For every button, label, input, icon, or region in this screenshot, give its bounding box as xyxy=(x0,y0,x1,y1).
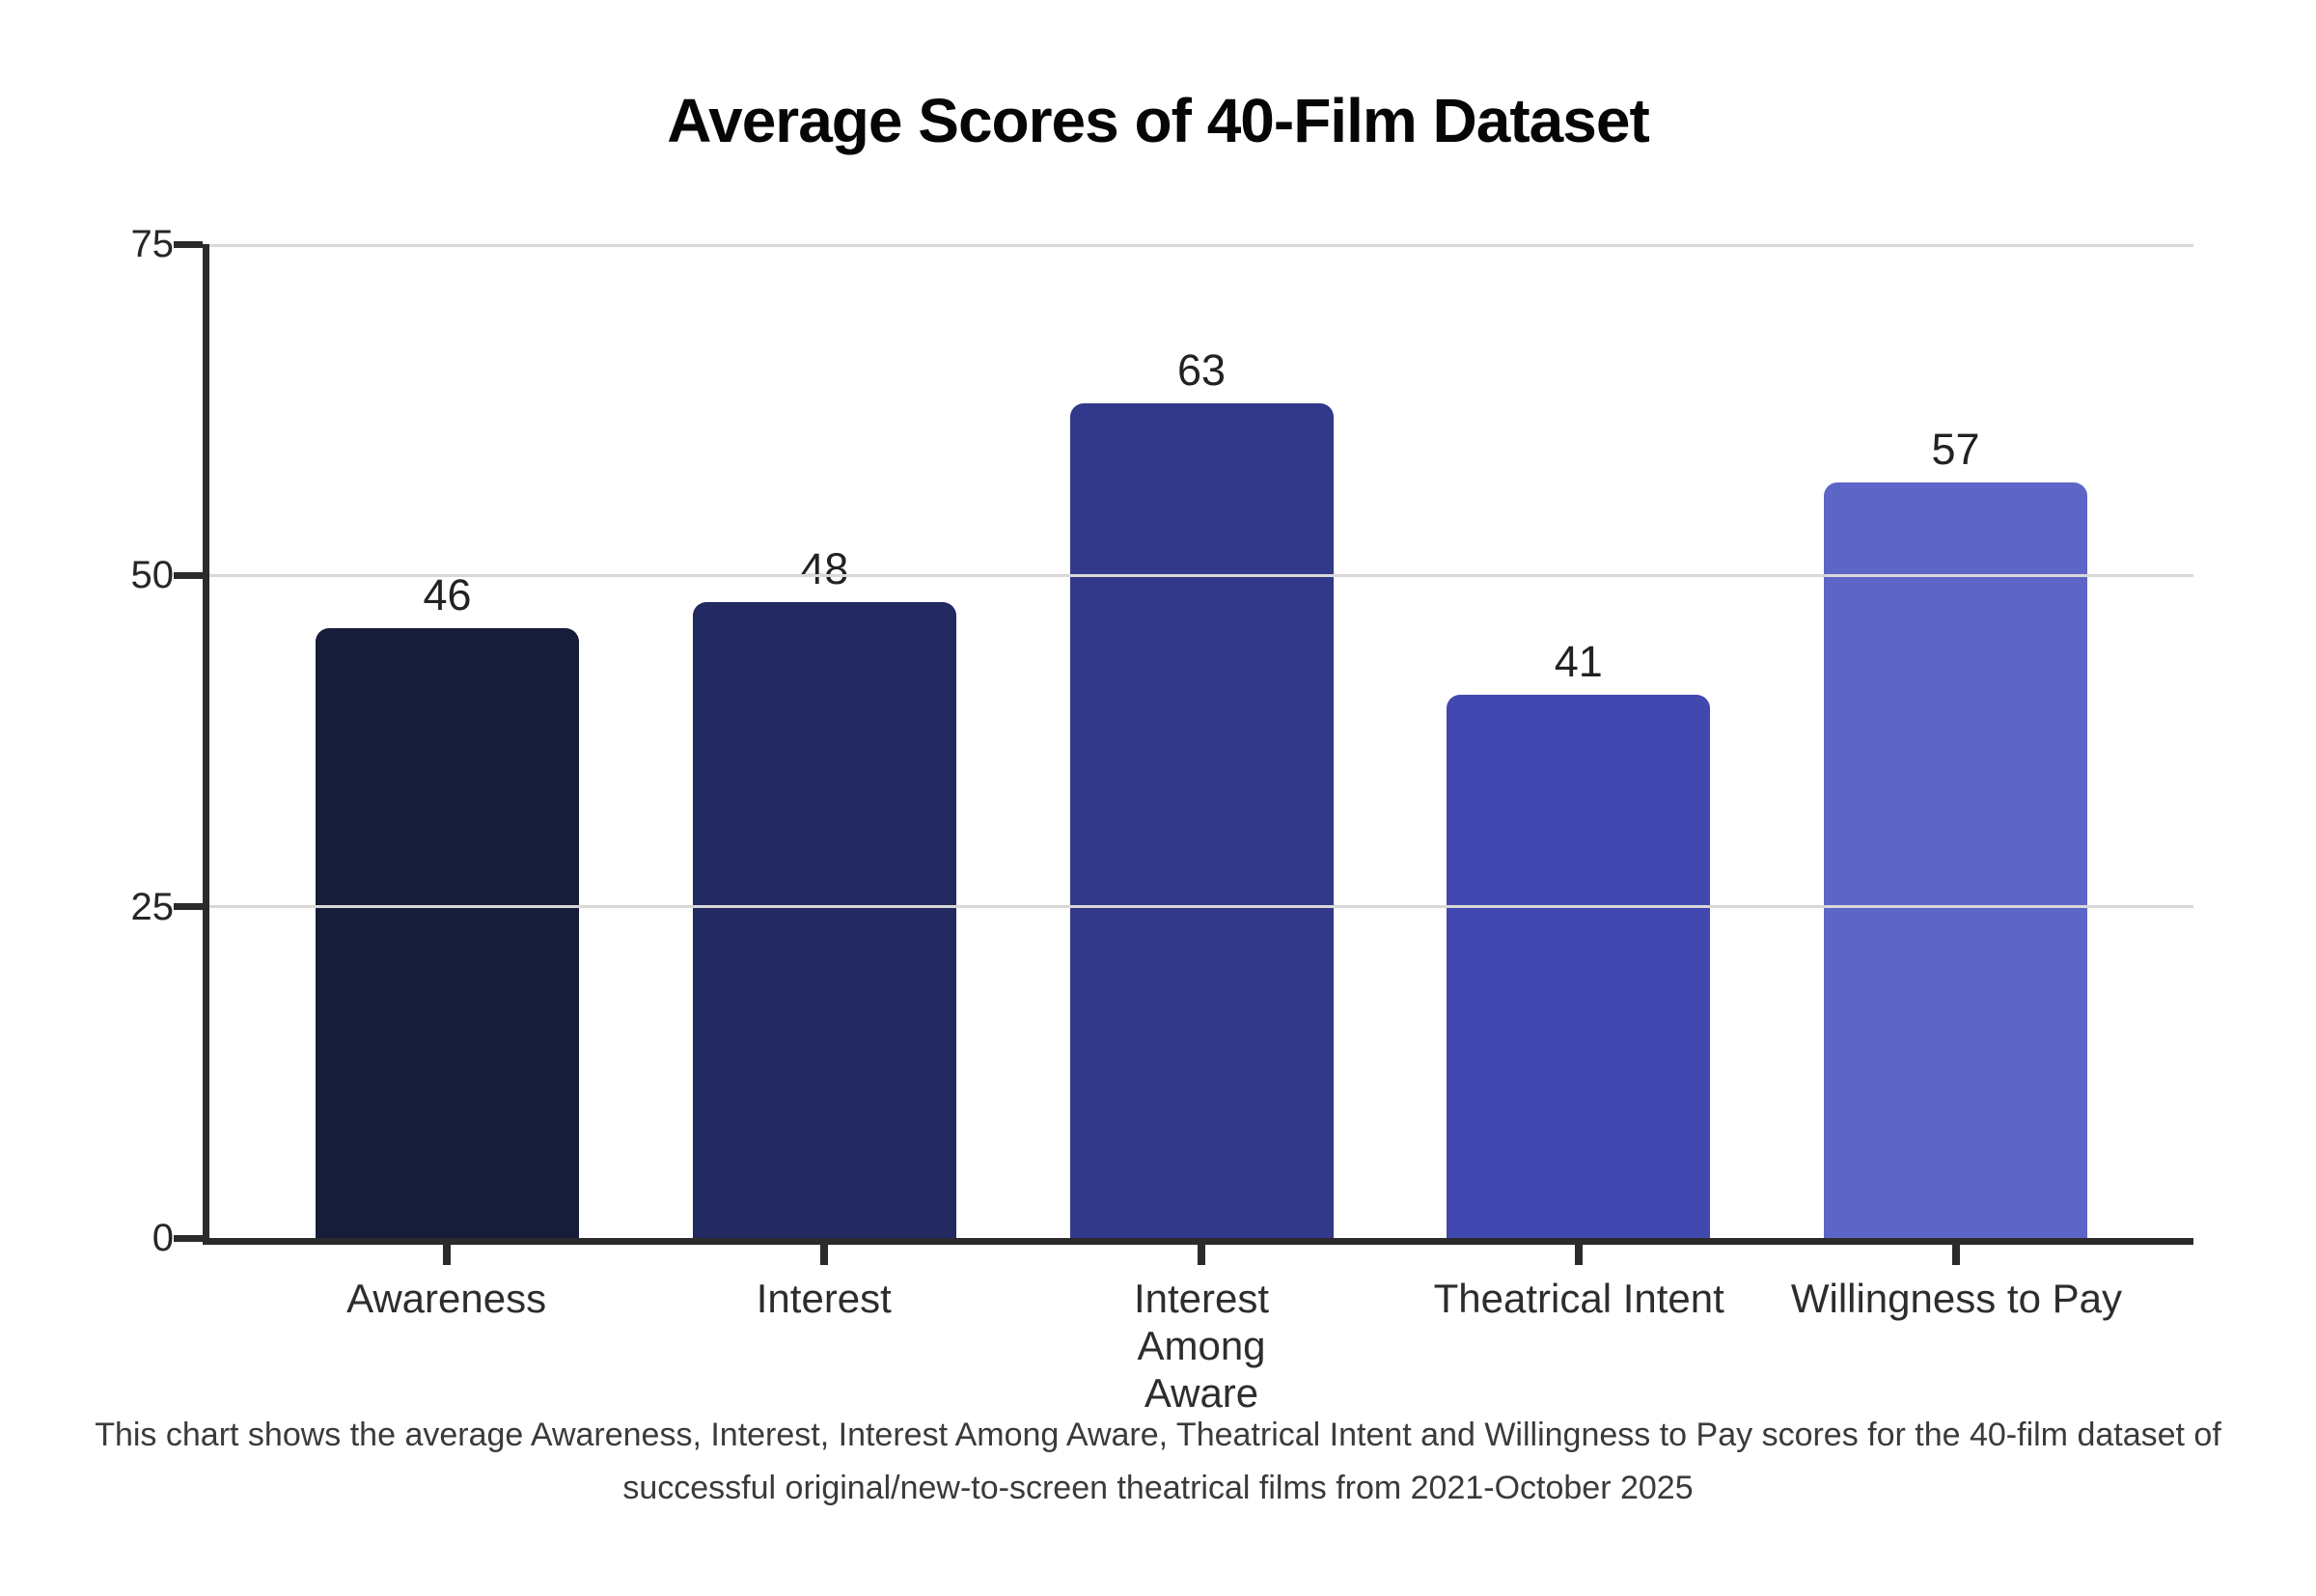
x-axis-row: Awareness Interest Interest Among Aware The… xyxy=(209,1245,2193,1417)
plot-area: 46 48 63 41 57 0 25 50 75 xyxy=(131,223,2193,1259)
x-slot-interest: Interest xyxy=(635,1245,1012,1417)
gridline-50 xyxy=(209,573,2193,577)
x-tick-mark-willingness-to-pay xyxy=(1952,1245,1961,1265)
x-tick-mark-awareness xyxy=(442,1245,451,1265)
caption-line-2: successful original/new-to-screen theatr… xyxy=(622,1470,1694,1507)
bar-interest-among-aware: 63 xyxy=(1069,345,1334,1238)
bar-willingness-to-pay: 57 xyxy=(1824,425,2087,1238)
x-tick-mark-interest xyxy=(819,1245,828,1265)
bar-value-label-interest: 48 xyxy=(800,544,849,593)
bars-row: 46 48 63 41 57 xyxy=(209,244,2193,1238)
gridline-75 xyxy=(209,244,2193,247)
chart-title: Average Scores of 40-Film Dataset xyxy=(667,86,1650,155)
gridline-25 xyxy=(209,905,2193,909)
y-tick-label-25: 25 xyxy=(130,885,175,928)
y-tick-label-50: 50 xyxy=(130,554,175,597)
y-tick-mark-75 xyxy=(174,240,203,248)
x-axis-label-interest: Interest xyxy=(756,1276,892,1321)
y-tick-label-75: 75 xyxy=(130,223,175,265)
y-tick-mark-25 xyxy=(174,903,203,911)
bar-value-label-theatrical-intent: 41 xyxy=(1554,637,1603,686)
x-axis-label-willingness-to-pay: Willingness to Pay xyxy=(1790,1276,2122,1321)
x-axis-label-interest-among-aware: Interest Among Aware xyxy=(1133,1276,1270,1417)
x-tick-mark-interest-among-aware xyxy=(1198,1245,1205,1265)
bar-theatrical-intent: 41 xyxy=(1447,637,1711,1238)
x-tick-mark-theatrical-intent xyxy=(1575,1245,1584,1265)
bar-interest: 48 xyxy=(692,544,956,1238)
bar-value-label-interest-among-aware: 63 xyxy=(1176,345,1227,395)
x-slot-willingness-to-pay: Willingness to Pay xyxy=(1768,1245,2145,1417)
x-axis-label-theatrical-intent: Theatrical Intent xyxy=(1433,1276,1724,1321)
y-tick-mark-0 xyxy=(174,1234,203,1242)
x-slot-theatrical-intent: Theatrical Intent xyxy=(1391,1245,1768,1417)
chart-caption: This chart shows the average Awareness, … xyxy=(39,1409,2277,1515)
y-tick-label-0: 0 xyxy=(152,1217,174,1259)
x-axis-label-awareness: Awareness xyxy=(346,1276,547,1321)
x-slot-interest-among-aware: Interest Among Aware xyxy=(1012,1245,1390,1417)
caption-line-1: This chart shows the average Awareness, … xyxy=(95,1417,2221,1453)
bar-value-label-willingness-to-pay: 57 xyxy=(1931,425,1980,474)
x-slot-awareness: Awareness xyxy=(258,1245,635,1417)
bar-awareness: 46 xyxy=(316,570,579,1238)
bar-value-label-awareness: 46 xyxy=(423,570,472,619)
y-tick-mark-50 xyxy=(174,571,203,579)
